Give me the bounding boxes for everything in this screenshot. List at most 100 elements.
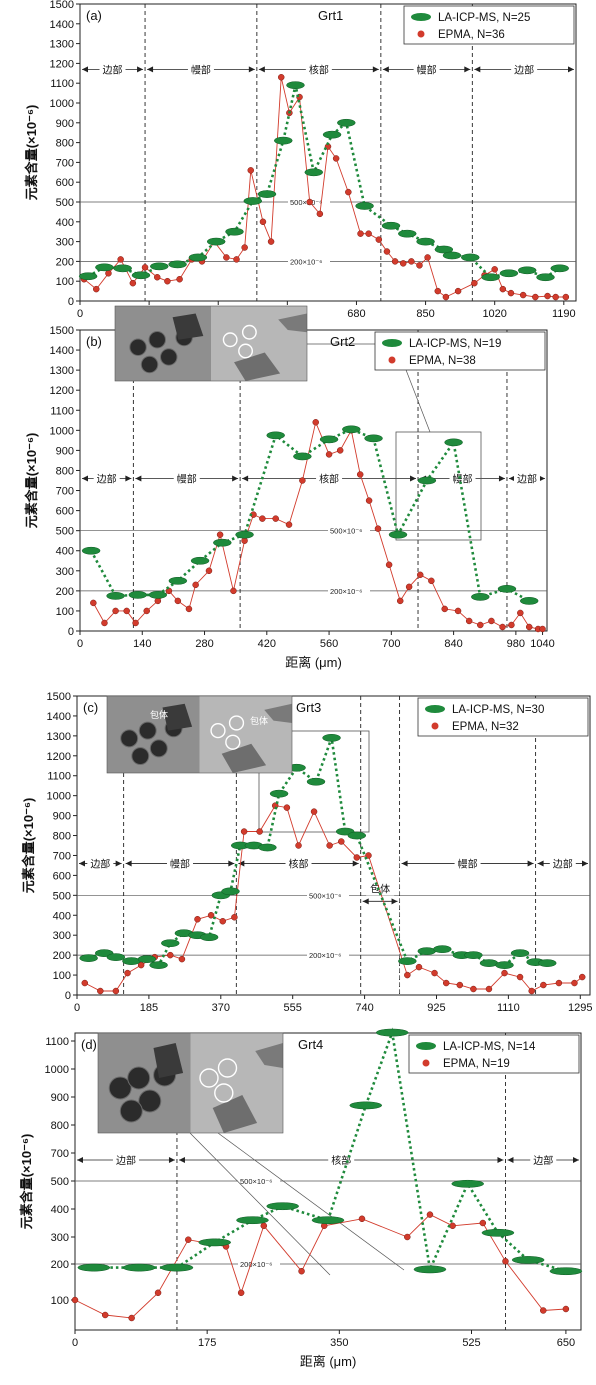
la-icp-ms-point [137,955,157,963]
panel-title: Grt2 [330,334,355,349]
epma-point [405,583,413,591]
y-tick-label: 400 [56,217,74,229]
la-icp-ms-point [150,262,169,271]
epma-point [164,277,171,285]
epma-point [539,625,546,633]
analysis-spot [228,715,245,731]
epma-point [404,971,411,979]
zone-arrowhead [537,860,544,867]
y-tick-label: 1100 [45,1036,69,1048]
la-icp-ms-point [128,591,148,599]
y-tick-label: 800 [56,138,74,150]
zone-label: 边部 [90,857,110,870]
panel-label: (d) [81,1037,97,1052]
epma-point [112,607,119,615]
x-axis-label: 距离 (μm) [300,1354,357,1369]
x-tick-label: 1295 [568,1002,592,1014]
epma-point [312,419,319,426]
y-tick-label: 700 [56,486,74,498]
epma-point [132,619,139,627]
epma-point [508,621,515,629]
la-icp-ms-point [122,1263,156,1272]
zone-arrowhead [135,475,142,482]
legend-label: EPMA, N=36 [438,29,505,41]
y-axis-label: 元素含量(×10⁻⁶) [19,1134,34,1230]
la-icp-ms-point [442,251,462,260]
y-tick-label: 900 [56,118,74,130]
zone-label-bg [549,856,576,870]
y-tick-label: 100 [56,276,74,288]
epma-point [431,969,438,977]
epma-point [424,254,431,261]
y-tick-label: 300 [53,930,71,942]
y-tick-label: 400 [53,910,71,922]
legend-label: LA-ICP-MS, N=25 [438,12,530,24]
epma-point [117,256,124,263]
epma-point [365,230,372,237]
zone-arrowhead [352,860,359,867]
reference-label-bg [307,890,349,900]
epma-point [383,248,391,255]
panel-title: Grt1 [318,8,343,23]
zone-label-bg [449,471,476,485]
epma-point [358,1215,366,1223]
la-icp-ms-point [286,81,305,90]
zone-arrowhead [178,1157,185,1163]
epma-point [517,609,524,617]
panel-title: Grt4 [298,1037,323,1052]
la-icp-ms-point [398,957,417,965]
la-icp-ms-point [106,592,125,600]
legend-label: LA-ICP-MS, N=14 [443,1041,536,1053]
epma-point [442,293,450,301]
epma-point [267,238,275,245]
epma-point [272,515,279,522]
zoom-box [258,730,370,833]
epma-point [491,266,498,273]
zone-label-bg [413,62,440,76]
mineral-grain [212,1095,258,1133]
la-icp-ms-point [451,1179,484,1188]
la-icp-ms-line [93,1027,567,1274]
epma-point [338,838,345,845]
epma-point [336,447,344,454]
y-tick-label: 600 [56,506,74,518]
zone-label: 边部 [97,472,117,485]
epma-point [105,270,112,277]
la-icp-ms-point [364,434,383,443]
y-tick-label: 0 [68,626,74,638]
la-icp-ms-point [347,831,367,840]
zone-arrowhead [382,66,389,73]
la-icp-ms-point [266,431,285,440]
epma-point [299,477,306,484]
x-tick-label: 650 [557,1337,575,1349]
analysis-spot [210,723,226,739]
epma-point [571,979,578,987]
legend-marker-epma [417,30,425,38]
la-icp-ms-point [306,777,326,786]
x-tick-label: 350 [330,1337,348,1349]
epma-point [216,531,224,538]
zone-label: 边部 [553,857,573,870]
la-icp-ms-point [81,546,101,555]
x-tick-label: 700 [382,638,400,650]
la-icp-ms-point [266,1202,299,1211]
zone-label: 核部 [319,472,339,485]
x-tick-label: 1040 [530,638,554,650]
epma-point [97,987,104,995]
epma-point [153,273,161,281]
la-icp-ms-point [221,887,240,896]
epma-point [230,587,237,595]
epma-point [428,577,435,585]
y-tick-label: 200 [56,586,74,598]
inset-frame [106,695,293,774]
inclusion-crystal [138,1089,162,1113]
epma-line [74,1214,566,1319]
epma-point [507,289,515,297]
legend-label: LA-ICP-MS, N=19 [409,338,501,350]
y-tick-label: 200 [53,950,71,962]
la-icp-ms-point [461,253,480,262]
epma-point [456,981,464,989]
la-icp-ms-point [77,1263,111,1272]
zone-label-bg [187,62,214,76]
y-tick-label: 1000 [45,1064,69,1076]
